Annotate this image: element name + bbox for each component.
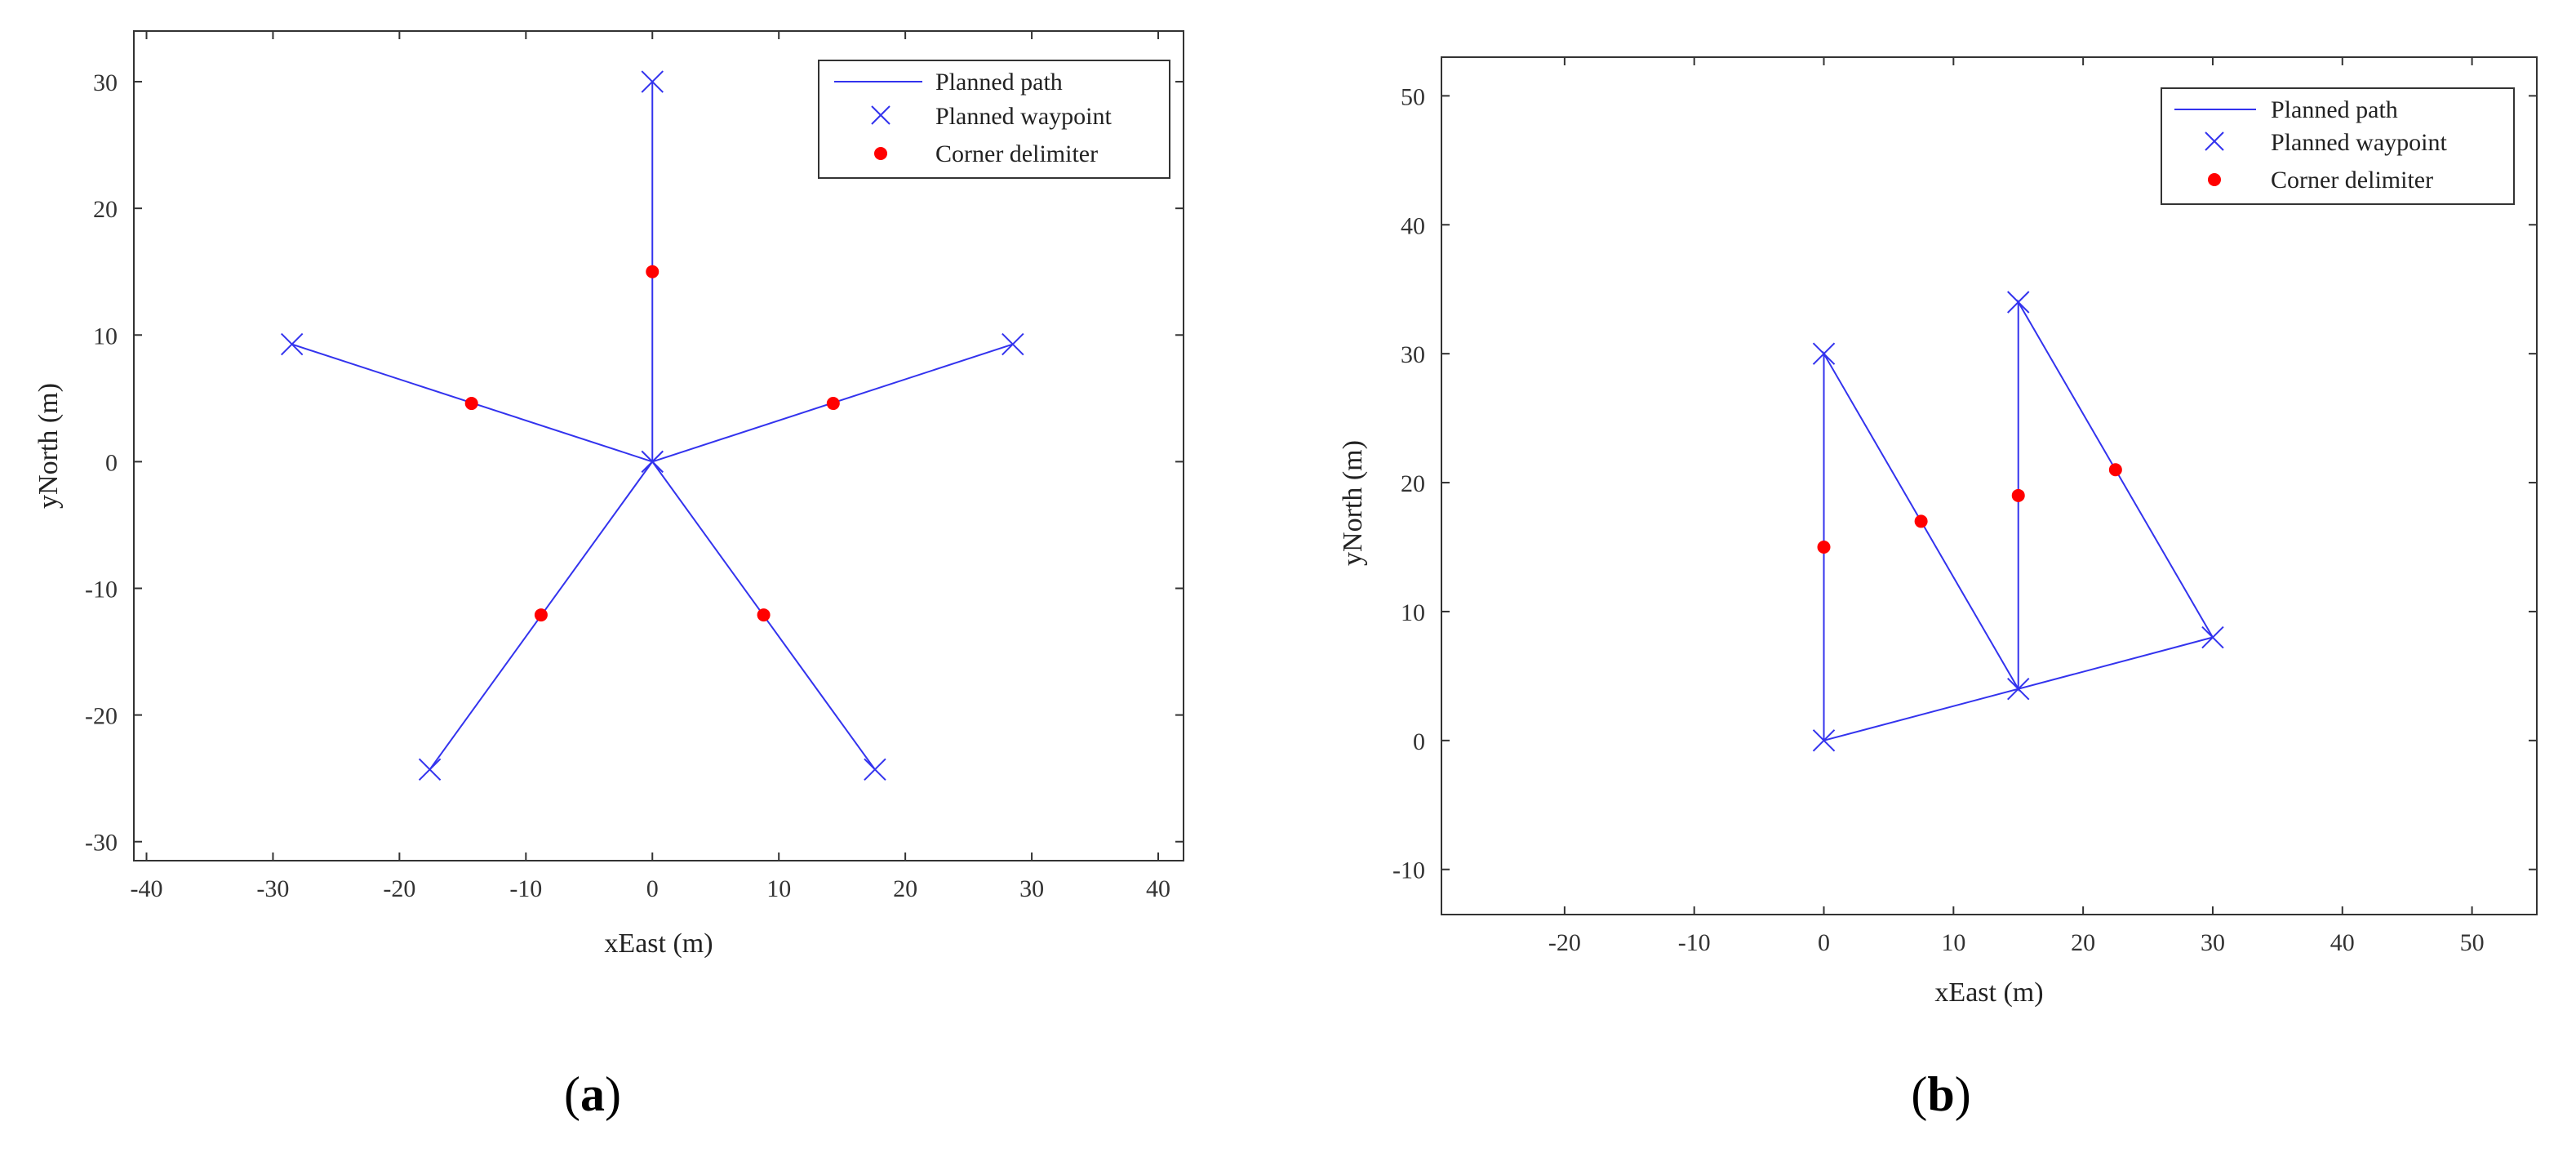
y-tick-label: 0 bbox=[105, 449, 118, 476]
y-tick-label: -20 bbox=[85, 703, 118, 730]
planned-waypoint-marker bbox=[1812, 729, 1836, 752]
plot-frame bbox=[1441, 56, 2538, 915]
legend-corner-swatch bbox=[2208, 173, 2221, 186]
legend-waypoint-swatch bbox=[2205, 131, 2224, 151]
panel-caption-a: (a) bbox=[564, 1067, 621, 1121]
planned-waypoint-marker bbox=[641, 450, 664, 474]
chart-panel-b: -20 -10 0 10 20 30 40 50 -10 0 10 20 30 40 50 Planned … bbox=[1338, 56, 2538, 1121]
planned-waypoint-marker bbox=[1002, 332, 1024, 356]
y-tick-label: 10 bbox=[93, 323, 118, 349]
x-tick-label: 0 bbox=[1818, 929, 1830, 956]
planned-waypoint-marker bbox=[2201, 625, 2224, 649]
y-axis-label: yNorth (m) bbox=[33, 383, 64, 509]
axis-ticks: -20 -10 0 10 20 30 40 50 -10 0 10 20 30 40 50 bbox=[1392, 57, 2537, 956]
data-layer bbox=[1812, 291, 2224, 752]
corner-delimiter-point bbox=[2108, 463, 2122, 477]
legend-label-waypoint: Planned waypoint bbox=[935, 103, 1112, 130]
y-tick-label: 50 bbox=[1401, 83, 1425, 110]
x-tick-label: 20 bbox=[893, 875, 917, 902]
corner-delimiter-point bbox=[2011, 488, 2025, 502]
x-axis-label: xEast (m) bbox=[1934, 977, 2043, 1008]
corner-delimiter-point bbox=[464, 397, 478, 411]
x-tick-label: 40 bbox=[2330, 929, 2355, 956]
y-tick-label: -10 bbox=[85, 576, 118, 603]
y-tick-label: 40 bbox=[1401, 212, 1425, 239]
legend-label-path: Planned path bbox=[935, 69, 1063, 96]
x-tick-label: -40 bbox=[130, 875, 162, 902]
planned-waypoint-marker bbox=[641, 70, 664, 93]
corner-delimiter-point bbox=[646, 265, 660, 278]
y-axis-label: yNorth (m) bbox=[1338, 440, 1368, 566]
caption-letter: b bbox=[1927, 1067, 1954, 1121]
legend-corner-swatch bbox=[874, 147, 887, 160]
corner-delimiter-point bbox=[1817, 541, 1831, 554]
x-tick-label: -30 bbox=[256, 875, 289, 902]
x-tick-label: -10 bbox=[1678, 929, 1711, 956]
legend: Planned path Planned waypoint Corner del… bbox=[2161, 87, 2515, 205]
legend-label-path: Planned path bbox=[2271, 96, 2398, 123]
legend-label-corner: Corner delimiter bbox=[2271, 167, 2433, 194]
x-tick-label: 20 bbox=[2071, 929, 2095, 956]
planned-waypoint-marker bbox=[418, 758, 442, 781]
legend-label-waypoint: Planned waypoint bbox=[2271, 129, 2447, 156]
y-tick-label: 0 bbox=[1413, 728, 1425, 755]
legend-waypoint-swatch bbox=[871, 105, 890, 125]
planned-waypoint-marker bbox=[2007, 677, 2030, 701]
x-axis-label: xEast (m) bbox=[604, 928, 713, 959]
x-tick-label: 10 bbox=[1941, 929, 1965, 956]
data-layer bbox=[280, 70, 1024, 781]
x-tick-label: -20 bbox=[383, 875, 415, 902]
x-tick-label: 10 bbox=[766, 875, 791, 902]
caption-letter: a bbox=[580, 1067, 605, 1121]
x-tick-label: 30 bbox=[1019, 875, 1044, 902]
corner-delimiter-point bbox=[757, 608, 771, 622]
corner-delimiter-point bbox=[534, 608, 548, 622]
x-tick-label: 40 bbox=[1146, 875, 1170, 902]
x-tick-label: 30 bbox=[2201, 929, 2225, 956]
y-tick-label: 20 bbox=[93, 196, 118, 223]
planned-waypoint-marker bbox=[2007, 291, 2030, 314]
planned-waypoint-marker bbox=[280, 332, 304, 356]
y-tick-label: 30 bbox=[1401, 341, 1425, 368]
y-tick-label: 30 bbox=[93, 69, 118, 96]
panel-caption-b: (b) bbox=[1911, 1067, 1970, 1121]
y-tick-label: 20 bbox=[1401, 470, 1425, 497]
chart-panel-a: -40 -30 -20 -10 0 10 20 30 40 -30 -20 -10 0 10 20 30 Pl… bbox=[33, 30, 1184, 1121]
planned-waypoint-marker bbox=[864, 758, 886, 781]
corner-delimiter-point bbox=[1914, 514, 1928, 528]
legend: Planned path Planned waypoint Corner del… bbox=[818, 60, 1170, 179]
y-tick-label: -30 bbox=[85, 830, 118, 857]
corner-delimiter-point bbox=[826, 397, 840, 411]
legend-label-corner: Corner delimiter bbox=[935, 140, 1098, 167]
y-tick-label: 10 bbox=[1401, 599, 1425, 626]
x-tick-label: -20 bbox=[1548, 929, 1581, 956]
x-tick-label: -10 bbox=[509, 875, 542, 902]
axis-ticks: -40 -30 -20 -10 0 10 20 30 40 -30 -20 -10 0 10 20 30 bbox=[85, 31, 1184, 902]
y-tick-label: -10 bbox=[1392, 857, 1425, 884]
x-tick-label: 0 bbox=[646, 875, 659, 902]
plot-frame bbox=[133, 30, 1184, 861]
planned-waypoint-marker bbox=[1812, 342, 1836, 365]
x-tick-label: 50 bbox=[2460, 929, 2485, 956]
planned-path-line bbox=[1823, 299, 2214, 741]
